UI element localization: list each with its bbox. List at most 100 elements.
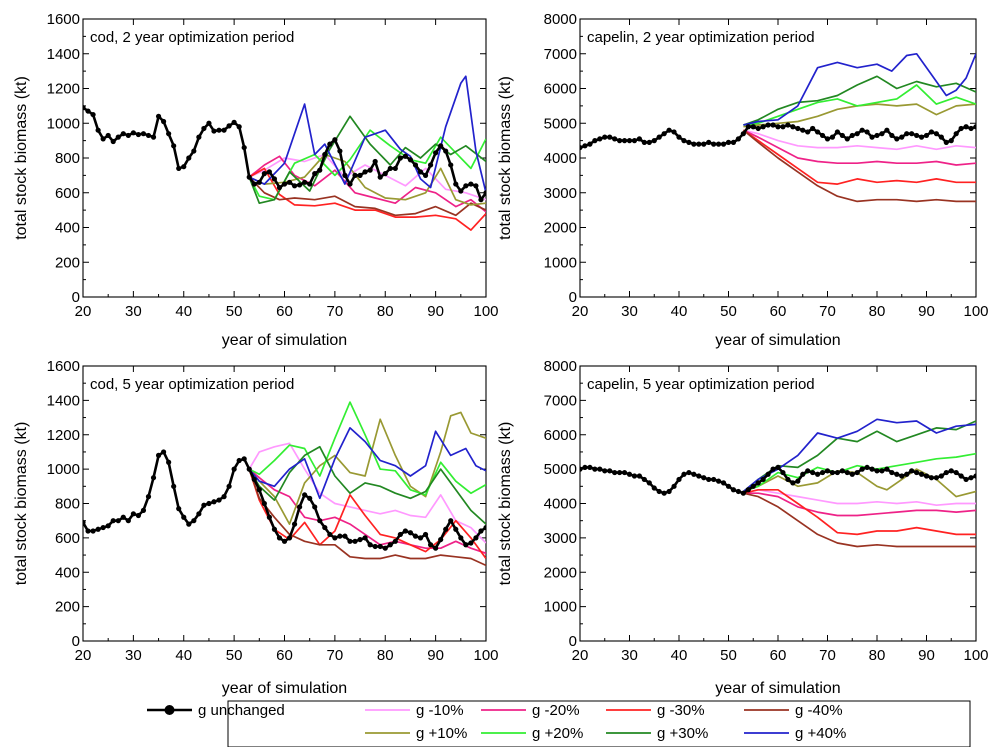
data-point [251, 181, 257, 187]
data-point [770, 122, 776, 128]
series-line-gplus20 [743, 452, 976, 493]
x-tick-label: 90 [427, 647, 444, 664]
data-point [681, 471, 687, 477]
data-point [829, 134, 836, 140]
data-point [671, 483, 677, 489]
data-point [612, 136, 618, 142]
data-point [90, 111, 96, 118]
data-point [100, 524, 106, 531]
data-point [458, 188, 464, 194]
x-tick-label: 30 [125, 647, 142, 664]
data-point [332, 535, 338, 541]
x-tick-label: 100 [473, 303, 498, 320]
data-point [701, 475, 707, 481]
data-point [849, 471, 855, 477]
data-point [266, 169, 272, 175]
data-point [216, 497, 222, 503]
data-point [953, 469, 959, 476]
y-tick-label: 1200 [47, 81, 80, 98]
series-line-gminus10 [743, 488, 976, 507]
data-point [765, 122, 771, 128]
data-point [110, 138, 116, 145]
x-tick-label: 40 [671, 303, 688, 320]
x-tick-label: 20 [75, 303, 92, 320]
data-point [85, 528, 91, 534]
y-tick-label: 8000 [544, 358, 577, 375]
data-point [943, 139, 949, 145]
data-point [953, 131, 959, 137]
x-tick-label: 30 [621, 647, 638, 664]
data-point [795, 478, 801, 484]
data-point [276, 535, 283, 541]
series-group [580, 418, 976, 548]
plot-frame [82, 365, 487, 642]
data-point [115, 134, 121, 140]
x-tick-label: 80 [377, 647, 394, 664]
data-point [750, 483, 756, 489]
y-tick-label: 3000 [544, 530, 577, 547]
data-point [676, 476, 682, 483]
series-line-gminus30 [743, 488, 976, 536]
data-point [307, 181, 313, 187]
data-point [397, 531, 403, 538]
x-tick-label: 100 [963, 303, 988, 320]
series-line-gplus40 [742, 418, 976, 493]
data-point [745, 124, 751, 130]
data-point [322, 151, 328, 158]
legend-item: g +10% [365, 725, 467, 742]
panel-capelin-5yr: 20 30 40 50 60 70 80 90 100010002000300040005000… [497, 358, 989, 697]
data-point [730, 487, 737, 493]
data-point [176, 506, 182, 512]
x-axis-label: year of simulation [222, 680, 347, 697]
x-tick-label: 20 [572, 303, 589, 320]
data-point [938, 473, 944, 479]
data-point [130, 130, 136, 136]
data-point [342, 533, 348, 539]
data-point [286, 535, 293, 541]
legend-label: g -20% [532, 702, 580, 719]
y-axis-label: total stock biomass (kt) [497, 76, 514, 240]
data-point [735, 488, 742, 495]
data-point [145, 132, 152, 139]
legend-item: g +30% [606, 725, 708, 742]
data-point [582, 464, 588, 471]
data-point [246, 466, 252, 472]
data-point [621, 469, 628, 476]
data-point [291, 183, 298, 189]
x-tick-label: 40 [671, 647, 688, 664]
data-point [241, 144, 247, 151]
series-line-gminus10 [248, 153, 486, 201]
y-tick-label: 6000 [544, 427, 577, 444]
x-tick-label: 70 [327, 303, 344, 320]
data-point [681, 138, 687, 144]
data-point [973, 124, 976, 130]
data-point [140, 507, 147, 513]
data-point [317, 167, 323, 173]
data-point [641, 476, 647, 483]
y-tick-label: 4000 [544, 150, 577, 167]
data-point [105, 132, 111, 139]
data-point [433, 150, 439, 156]
data-point [145, 494, 152, 500]
data-point [928, 129, 935, 135]
data-point [775, 464, 781, 471]
data-point [864, 464, 870, 471]
data-point [166, 459, 172, 465]
legend-item: g -40% [744, 702, 843, 719]
data-point [829, 469, 836, 476]
y-tick-label: 600 [55, 530, 80, 547]
data-point [641, 139, 647, 145]
data-point [83, 519, 86, 526]
series-line-gplus20 [743, 84, 976, 126]
series-line-gminus40 [248, 468, 486, 567]
data-point [621, 138, 628, 144]
data-point [918, 134, 925, 140]
data-point [810, 469, 816, 476]
data-point [140, 131, 147, 137]
data-point [327, 141, 333, 147]
x-tick-label: 50 [720, 647, 737, 664]
data-point [899, 134, 905, 140]
data-point [125, 518, 131, 524]
legend-item: g +40% [744, 725, 846, 742]
data-point [135, 512, 142, 519]
